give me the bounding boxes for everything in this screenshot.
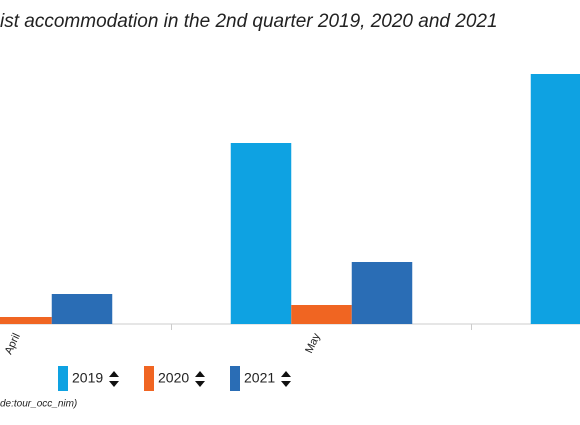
bar [0,317,52,324]
legend-item[interactable]: 2020 [144,366,205,391]
sort-icon [281,371,291,387]
bar [291,305,352,324]
bar [351,262,413,324]
legend-swatch [144,366,154,391]
legend-label: 2021 [244,370,275,386]
bar [230,143,292,324]
legend-item[interactable]: 2021 [230,366,291,391]
legend-label: 2020 [158,370,189,386]
x-tick-label: April [3,331,23,356]
legend-swatch [58,366,68,391]
bar [530,74,580,324]
source: de:tour_occ_nim) [0,399,77,410]
legend-item[interactable]: 2019 [58,366,119,391]
x-tick-label: May [303,331,323,355]
legend-label: 2019 [72,370,103,386]
chart-title: ist accommodation in the 2nd quarter 201… [0,11,498,32]
sort-icon [195,371,205,387]
sort-icon [109,371,119,387]
legend-swatch [230,366,240,391]
bar [51,294,113,324]
